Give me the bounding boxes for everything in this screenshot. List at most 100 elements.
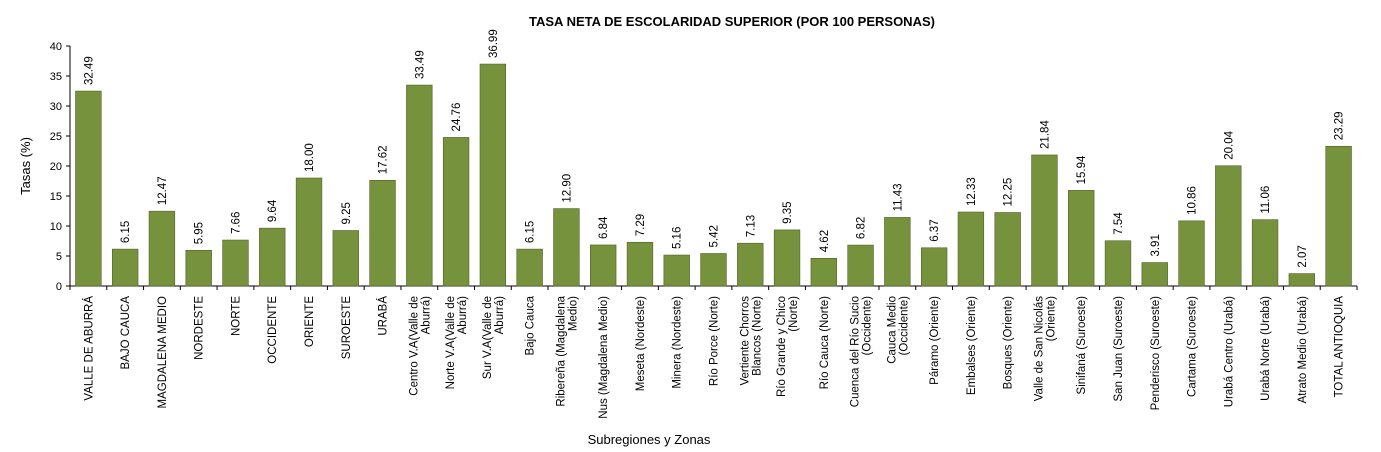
bar <box>516 248 543 287</box>
bar <box>295 177 323 287</box>
chart-title: TASA NETA DE ESCOLARIDAD SUPERIOR (POR 1… <box>529 14 935 29</box>
x-axis-label: Subregiones y Zonas <box>588 432 711 447</box>
bar-value-label: 7.54 <box>1113 212 1125 235</box>
x-tick-label: Bajo Cauca <box>525 295 537 355</box>
bar-value-label: 6.15 <box>120 221 132 243</box>
x-tick-label: Urabá Centro (Urabá) <box>1223 296 1235 407</box>
bar <box>222 239 249 287</box>
y-tick-label: 0 <box>56 281 62 293</box>
x-tick-label: Penderisco (Suroeste) <box>1150 296 1162 411</box>
bar <box>1031 154 1058 287</box>
y-tick-label: 35 <box>50 71 62 83</box>
x-tick-label: NORTE <box>230 296 242 336</box>
bar <box>1178 220 1205 287</box>
x-tick-label: SUROESTE <box>341 296 353 360</box>
x-tick-label: Atrato Medio (Urabá) <box>1297 296 1309 404</box>
x-tick-label: BAJO CAUCA <box>120 296 132 370</box>
bar-value-label: 21.84 <box>1039 120 1051 149</box>
x-tick-label: Páramo (Oriente) <box>929 296 941 385</box>
bar <box>1251 219 1279 287</box>
x-tick-label: Sinifaná (Suroeste) <box>1076 296 1088 395</box>
bar <box>663 254 690 287</box>
bar <box>1325 145 1352 287</box>
bar-value-label: 11.43 <box>892 183 904 211</box>
bar <box>259 227 286 287</box>
bar-value-label: 20.04 <box>1223 130 1235 159</box>
x-tick-label: Cartama (Suroeste) <box>1187 296 1199 397</box>
x-tick-label: Río Porce (Norte) <box>709 296 721 386</box>
bar <box>847 244 874 287</box>
bar-value-label: 7.66 <box>230 212 242 234</box>
x-tick-label: Valle de San Nicolás(Oriente) <box>1033 296 1057 402</box>
x-tick-label: Centro V.A(Valle deAburrá) <box>408 296 432 396</box>
plot-area: 0 5 10 15 20 25 30 35 40 32.49 VALLE DE ABURRÁ 6.15… <box>50 29 1358 419</box>
x-tick-label: Ribereña (MagdalenaMedio) <box>555 295 579 406</box>
bar-value-label: 5.16 <box>672 227 684 249</box>
bar-value-label: 18.00 <box>304 143 316 172</box>
x-tick-label: Bosques (Oriente) <box>1003 296 1015 389</box>
x-tick-label: Vertiente ChorrosBlancos (Norte) <box>739 296 763 386</box>
bar <box>737 242 764 287</box>
bar <box>626 241 654 287</box>
bar <box>1215 165 1242 287</box>
bar-value-label: 6.84 <box>598 216 610 239</box>
bar-value-label: 17.62 <box>378 145 390 174</box>
bar <box>957 211 985 287</box>
y-tick-label: 10 <box>50 221 62 233</box>
bar <box>810 257 837 287</box>
bar <box>994 212 1021 287</box>
bar-value-label: 4.62 <box>819 230 831 252</box>
bar-value-label: 9.64 <box>267 199 279 222</box>
bar <box>920 247 948 287</box>
bar-value-label: 12.33 <box>966 177 978 206</box>
bar <box>700 253 727 287</box>
bar <box>884 217 911 287</box>
bar-value-label: 12.25 <box>1003 178 1015 207</box>
x-tick-label: NORDESTE <box>194 296 206 360</box>
bar-value-label: 2.07 <box>1297 245 1309 267</box>
x-tick-label: VALLE DE ABURRÁ <box>82 296 95 401</box>
bar-value-label: 7.29 <box>635 214 647 236</box>
bar-value-label: 6.15 <box>525 221 537 243</box>
x-tick-label: Río Grande y Chico(Norte) <box>776 296 800 397</box>
bar <box>1141 262 1168 287</box>
x-tick-label: Nus (Magdalena Medio) <box>598 296 610 419</box>
y-tick-label: 5 <box>56 251 62 263</box>
bar-value-label: 15.94 <box>1076 155 1088 184</box>
x-tick-label: Urabá Norte (Urabá) <box>1260 296 1272 401</box>
x-tick-label: URABÁ <box>377 296 390 336</box>
bar <box>1104 240 1132 287</box>
bar <box>148 210 176 287</box>
x-tick-label: MAGDALENA MEDIO <box>157 296 169 409</box>
y-tick-label: 30 <box>50 101 62 113</box>
x-tick-label: Minera (Nordeste) <box>672 296 684 389</box>
bar-value-label: 24.76 <box>451 103 463 132</box>
bar-value-label: 12.90 <box>561 174 573 203</box>
y-tick-label: 15 <box>50 191 62 203</box>
bar-value-label: 11.06 <box>1260 186 1272 214</box>
bar-value-label: 32.49 <box>83 56 95 85</box>
x-tick-label: Sur V.A(Valle deAburrá) <box>482 296 506 379</box>
bar <box>111 248 139 287</box>
x-tick-label: San Juan (Suroeste) <box>1113 296 1125 402</box>
bar <box>479 63 507 287</box>
bar <box>332 230 359 287</box>
bar <box>1068 190 1095 287</box>
bar-value-label: 6.82 <box>856 217 868 239</box>
bar-value-label: 36.99 <box>488 29 500 58</box>
x-tick-label: Norte V.A(Valle deAburrá) <box>445 296 469 390</box>
y-tick-label: 20 <box>50 161 62 173</box>
bar-value-label: 5.95 <box>194 222 206 244</box>
y-axis-label: Tasas (%) <box>18 137 33 195</box>
bar-value-label: 23.29 <box>1334 111 1346 140</box>
bar <box>553 208 580 287</box>
bar-value-label: 10.86 <box>1187 186 1199 215</box>
bar <box>1288 273 1316 287</box>
x-tick-label: ORIENTE <box>304 296 316 347</box>
bar-value-label: 3.91 <box>1150 234 1162 256</box>
bar-value-label: 7.13 <box>745 215 757 237</box>
bar <box>590 244 617 287</box>
bar-value-label: 9.35 <box>782 202 794 224</box>
bar <box>406 84 433 287</box>
